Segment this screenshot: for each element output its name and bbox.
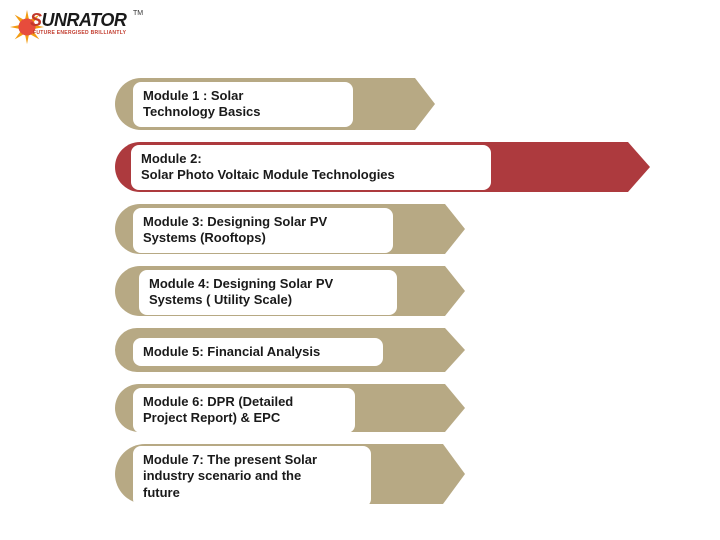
chevron-right-icon xyxy=(628,142,650,192)
module-text-line: Technology Basics xyxy=(143,104,343,120)
module-text-line: Project Report) & EPC xyxy=(143,410,345,426)
module-panel: Module 1 : SolarTechnology Basics xyxy=(133,82,353,127)
module-panel: Module 3: Designing Solar PVSystems (Roo… xyxy=(133,208,393,253)
module-arrow: Module 3: Designing Solar PVSystems (Roo… xyxy=(115,204,465,254)
module-arrow: Module 6: DPR (DetailedProject Report) &… xyxy=(115,384,465,432)
chevron-right-icon xyxy=(445,266,465,316)
chevron-right-icon xyxy=(415,78,435,130)
module-arrow: Module 1 : SolarTechnology Basics xyxy=(115,78,435,130)
modules-list: Module 1 : SolarTechnology BasicsModule … xyxy=(115,78,650,516)
module-arrow: Module 5: Financial Analysis xyxy=(115,328,465,372)
module-arrow: Module 2:Solar Photo Voltaic Module Tech… xyxy=(115,142,650,192)
module-arrow: Module 4: Designing Solar PVSystems ( Ut… xyxy=(115,266,465,316)
module-text-line: Module 2: xyxy=(141,151,481,167)
logo-tm: TM xyxy=(133,10,143,17)
logo-tagline: FUTURE ENERGISED BRILLIANTLY xyxy=(33,30,126,36)
module-row-2: Module 2:Solar Photo Voltaic Module Tech… xyxy=(115,142,650,192)
module-text-line: Module 5: Financial Analysis xyxy=(143,344,373,360)
chevron-right-icon xyxy=(445,384,465,432)
module-text-line: Systems (Rooftops) xyxy=(143,230,383,246)
module-text-line: Module 6: DPR (Detailed xyxy=(143,394,345,410)
module-row-1: Module 1 : SolarTechnology Basics xyxy=(115,78,650,130)
module-panel: Module 4: Designing Solar PVSystems ( Ut… xyxy=(139,270,397,315)
module-row-3: Module 3: Designing Solar PVSystems (Roo… xyxy=(115,204,650,254)
chevron-right-icon xyxy=(445,328,465,372)
module-text-line: Module 3: Designing Solar PV xyxy=(143,214,383,230)
module-text-line: Module 7: The present Solar xyxy=(143,452,361,468)
module-panel: Module 2:Solar Photo Voltaic Module Tech… xyxy=(131,145,491,190)
module-panel: Module 5: Financial Analysis xyxy=(133,338,383,366)
module-text-line: future xyxy=(143,485,361,501)
module-row-4: Module 4: Designing Solar PVSystems ( Ut… xyxy=(115,266,650,316)
logo-s: S xyxy=(30,10,42,30)
module-text-line: industry scenario and the xyxy=(143,468,361,484)
module-text-line: Module 4: Designing Solar PV xyxy=(149,276,387,292)
module-arrow: Module 7: The present Solarindustry scen… xyxy=(115,444,465,504)
module-text-line: Solar Photo Voltaic Module Technologies xyxy=(141,167,481,183)
module-row-7: Module 7: The present Solarindustry scen… xyxy=(115,444,650,504)
logo-text: SUNRATOR xyxy=(30,10,126,31)
module-row-6: Module 6: DPR (DetailedProject Report) &… xyxy=(115,384,650,432)
logo-rest: UNRATOR xyxy=(42,10,127,30)
chevron-right-icon xyxy=(443,444,465,504)
module-row-5: Module 5: Financial Analysis xyxy=(115,328,650,372)
module-text-line: Systems ( Utility Scale) xyxy=(149,292,387,308)
module-panel: Module 6: DPR (DetailedProject Report) &… xyxy=(133,388,355,433)
module-panel: Module 7: The present Solarindustry scen… xyxy=(133,446,371,507)
chevron-right-icon xyxy=(445,204,465,254)
module-text-line: Module 1 : Solar xyxy=(143,88,343,104)
logo: SUNRATOR TM FUTURE ENERGISED BRILLIANTLY xyxy=(8,8,148,48)
